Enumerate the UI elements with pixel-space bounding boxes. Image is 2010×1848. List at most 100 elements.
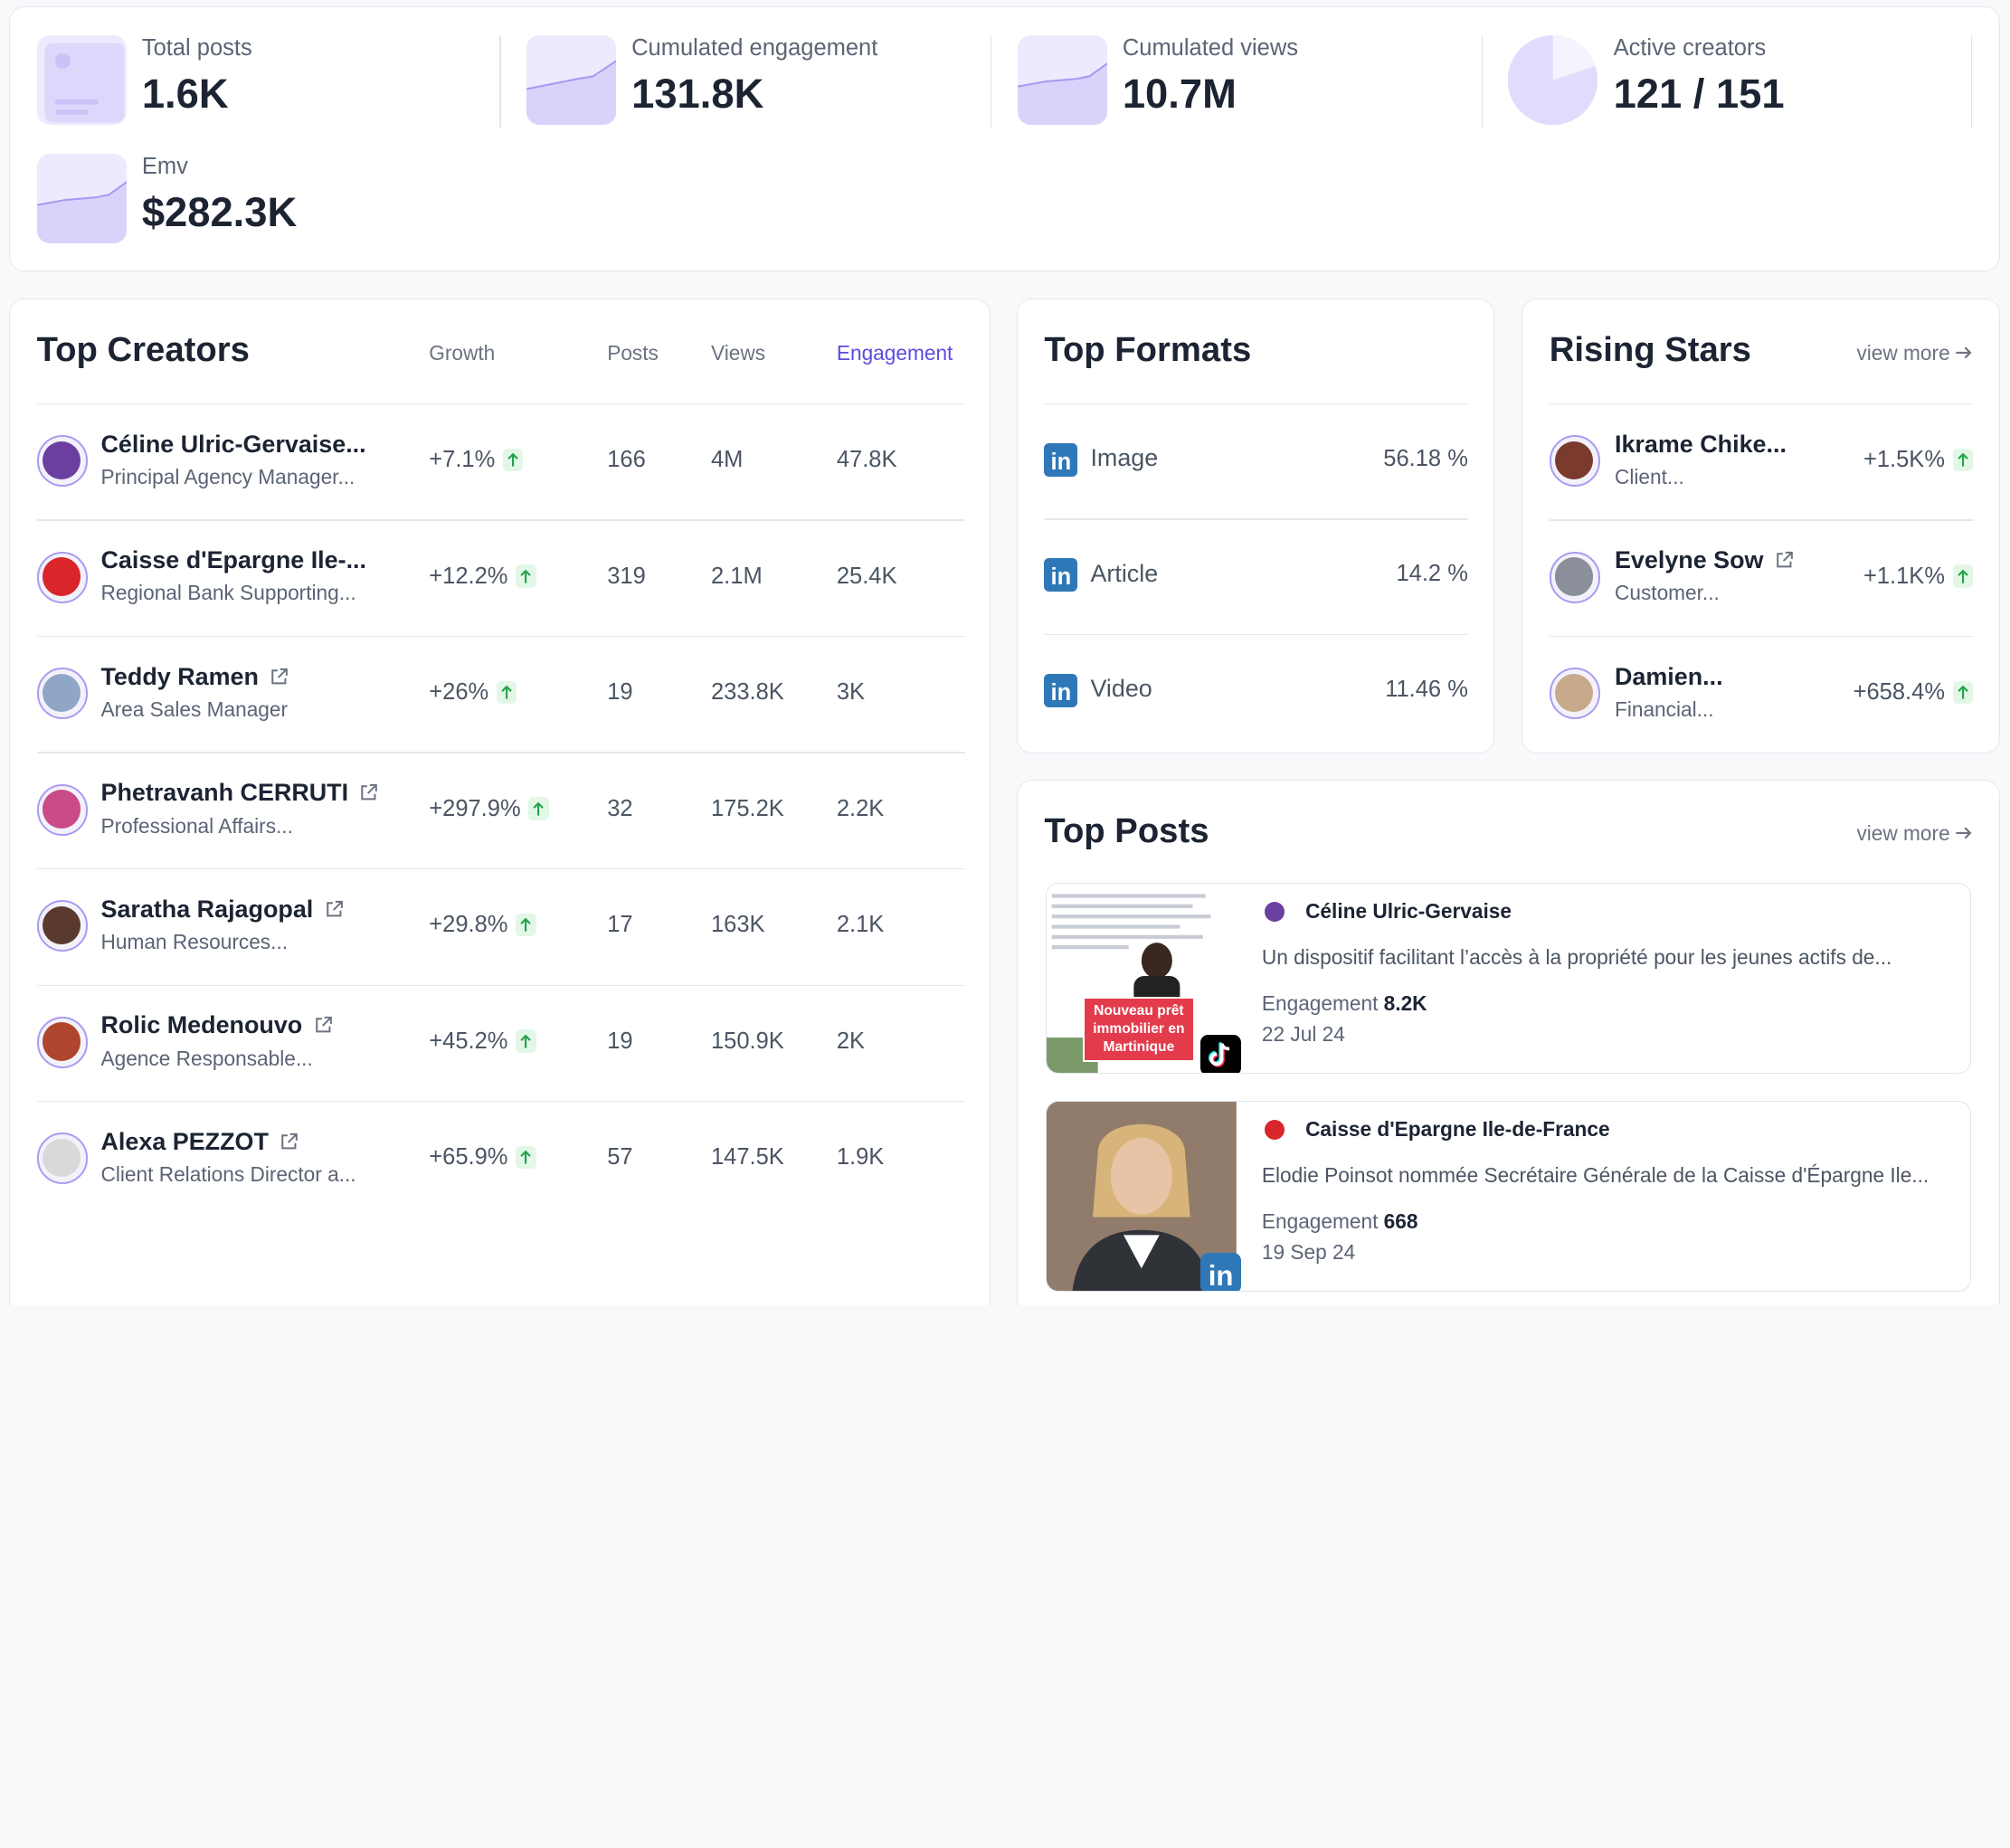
arrow-up-icon — [1952, 564, 1974, 588]
creator-engagement: 2K — [836, 1028, 866, 1054]
divider — [1970, 35, 1973, 128]
external-link-icon[interactable] — [358, 782, 379, 803]
external-link-icon[interactable] — [324, 899, 345, 920]
creator-growth: +29.8% — [429, 912, 536, 938]
avatar[interactable] — [36, 435, 89, 488]
creator-posts: 17 — [607, 912, 633, 938]
creator-engagement: 25.4K — [836, 563, 897, 589]
card-title: Top Creators — [36, 330, 250, 370]
format-label: Image — [1090, 444, 1159, 472]
kpi-value: $282.3K — [141, 188, 298, 235]
kpi-emv: Emv $282.3K — [36, 153, 298, 243]
creator-posts: 166 — [607, 447, 646, 473]
creator-role: Human Resources... — [100, 930, 289, 954]
external-link-icon[interactable] — [269, 667, 289, 687]
kpi-label: Emv — [141, 153, 188, 179]
rising-star-name[interactable]: Damien... — [1614, 662, 1723, 690]
arrow-up-icon — [496, 680, 517, 705]
external-link-icon[interactable] — [279, 1132, 299, 1152]
linkedin-icon: in — [1044, 673, 1078, 707]
avatar[interactable] — [36, 783, 89, 836]
post-date: 22 Jul 24 — [1261, 1021, 1345, 1046]
top-creators-card: Top Creators Growth Posts Views Engageme… — [8, 299, 991, 1305]
creator-engagement: 2.2K — [836, 795, 885, 821]
post-author[interactable]: Céline Ulric-Gervaise — [1305, 898, 1512, 923]
format-value: 56.18 % — [1383, 445, 1468, 471]
creator-name[interactable]: Alexa PEZZOT — [101, 1128, 299, 1156]
creator-role: Agence Responsable... — [100, 1046, 313, 1070]
creator-posts: 19 — [607, 679, 633, 706]
avatar[interactable] — [36, 900, 89, 952]
creator-name[interactable]: Phetravanh CERRUTI — [101, 779, 380, 807]
creator-role: Professional Affairs... — [100, 813, 293, 838]
view-more-link[interactable]: view more — [1856, 341, 1973, 365]
post-engagement: Engagement 668 — [1261, 1208, 1418, 1233]
creator-name[interactable]: Teddy Ramen — [101, 663, 289, 691]
divider — [1481, 35, 1484, 128]
image-placeholder-icon — [36, 35, 127, 126]
avatar[interactable] — [1549, 435, 1601, 488]
creator-growth: +65.9% — [429, 1144, 536, 1170]
arrow-right-icon — [1955, 824, 1973, 842]
creator-name[interactable]: Rolic Medenouvo — [101, 1011, 334, 1039]
kpi-label: Active creators — [1613, 35, 1767, 62]
creator-role: Client Relations Director a... — [100, 1162, 356, 1187]
view-more-link[interactable]: view more — [1856, 821, 1973, 846]
column-header-posts[interactable]: Posts — [607, 340, 659, 365]
post-card[interactable]: in Caisse d'Epargne Ile-de-France Elodie… — [1045, 1100, 1971, 1292]
post-engagement: Engagement 8.2K — [1261, 990, 1427, 1015]
post-text: Un dispositif facilitant l’accès à la pr… — [1261, 944, 1892, 969]
creator-growth: +45.2% — [429, 1028, 536, 1055]
post-thumbnail[interactable] — [1046, 1101, 1237, 1291]
rising-star-growth: +658.4% — [1854, 679, 1974, 706]
arrow-up-icon — [1952, 680, 1974, 705]
post-date: 19 Sep 24 — [1261, 1239, 1356, 1264]
creator-posts: 32 — [607, 795, 633, 821]
creator-views: 147.5K — [711, 1144, 784, 1170]
creator-views: 163K — [711, 912, 765, 938]
creator-role: Principal Agency Manager... — [100, 464, 356, 488]
top-posts-card: Top Posts view more Nou — [1016, 779, 2000, 1305]
creator-role: Regional Bank Supporting... — [100, 581, 356, 605]
area-chart-icon — [526, 35, 617, 126]
creator-name[interactable]: Caisse d'Epargne Ile-... — [100, 546, 367, 574]
creator-views: 150.9K — [711, 1028, 784, 1054]
card-title: Rising Stars — [1549, 330, 1751, 370]
creator-views: 4M — [711, 447, 744, 473]
linkedin-icon: in — [1199, 1252, 1242, 1291]
creator-engagement: 3K — [836, 679, 866, 706]
post-author[interactable]: Caisse d'Epargne Ile-de-France — [1305, 1116, 1610, 1141]
creator-growth: +297.9% — [429, 796, 549, 822]
creator-posts: 57 — [607, 1144, 633, 1170]
creator-name[interactable]: Saratha Rajagopal — [101, 896, 345, 924]
creator-name[interactable]: Céline Ulric-Gervaise... — [100, 430, 366, 458]
avatar[interactable] — [1549, 668, 1601, 720]
external-link-icon[interactable] — [313, 1015, 334, 1036]
creator-views: 2.1M — [711, 563, 763, 589]
avatar[interactable] — [36, 551, 89, 603]
rising-star-role: Client... — [1614, 464, 1684, 488]
post-card[interactable]: Nouveau prêt immobilier en Martinique Cé… — [1045, 882, 1971, 1075]
external-link-icon[interactable] — [1774, 550, 1795, 571]
creator-posts: 19 — [607, 1028, 633, 1054]
column-header-growth[interactable]: Growth — [429, 340, 496, 365]
avatar[interactable] — [36, 1016, 89, 1068]
kpi-cumulated-engagement: Cumulated engagement 131.8K — [526, 35, 878, 126]
column-header-engagement[interactable]: Engagement — [836, 340, 953, 365]
rising-star-name[interactable]: Evelyne Sow — [1615, 546, 1795, 574]
card-title: Top Formats — [1044, 330, 1252, 370]
column-header-views[interactable]: Views — [711, 340, 766, 365]
creator-views: 233.8K — [711, 679, 784, 706]
avatar[interactable] — [1549, 551, 1601, 603]
kpi-label: Cumulated views — [1122, 35, 1299, 62]
rising-star-growth: +1.1K% — [1863, 564, 1974, 590]
avatar[interactable] — [36, 1132, 89, 1185]
author-avatar — [1264, 1119, 1285, 1141]
kpi-label: Cumulated engagement — [631, 35, 878, 62]
format-value: 11.46 % — [1385, 676, 1468, 702]
avatar[interactable] — [36, 668, 89, 720]
kpi-active-creators: Active creators 121 / 151 — [1508, 35, 1785, 126]
creator-growth: +26% — [429, 679, 517, 706]
area-chart-icon — [36, 153, 127, 243]
rising-star-name[interactable]: Ikrame Chike... — [1614, 430, 1787, 458]
